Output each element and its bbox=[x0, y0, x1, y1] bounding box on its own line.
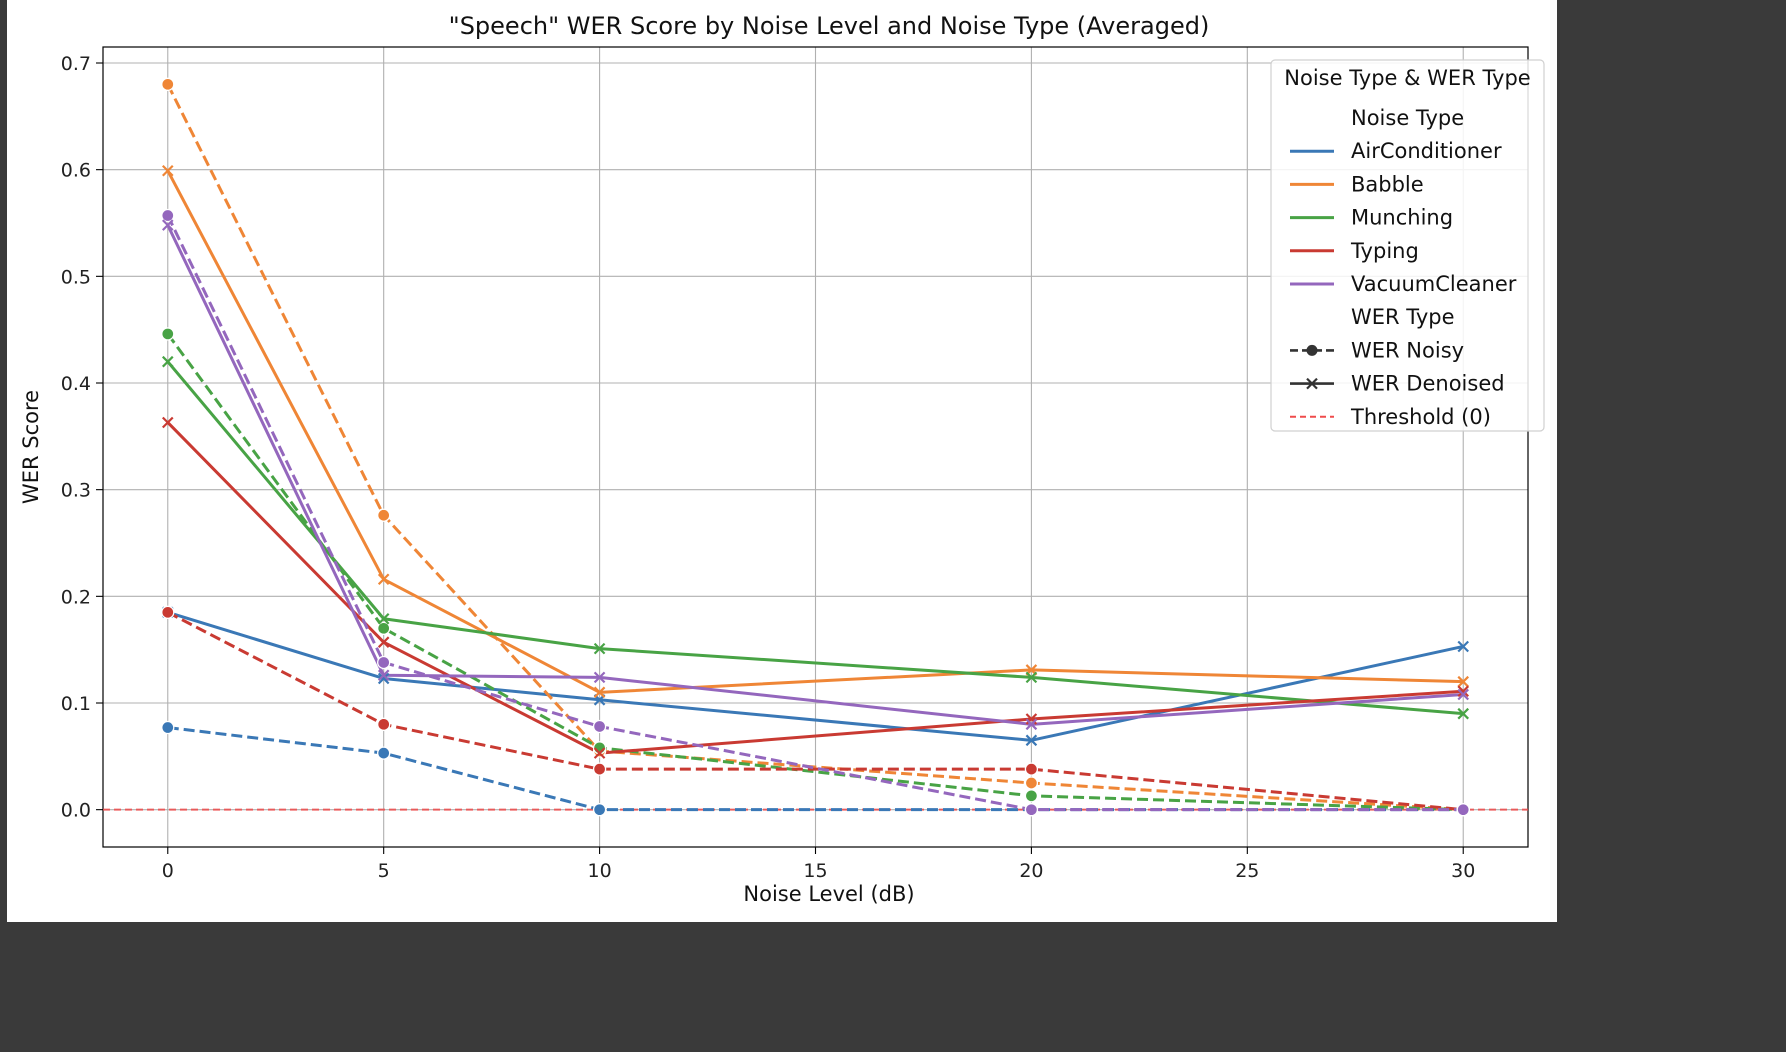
x-tick-label: 25 bbox=[1235, 860, 1259, 882]
data-point-munching-denoised bbox=[377, 612, 390, 625]
legend-label-wer-noisy: WER Noisy bbox=[1351, 338, 1464, 362]
data-point-munching-denoised bbox=[1457, 707, 1470, 720]
legend-title: Noise Type & WER Type bbox=[1284, 66, 1530, 90]
data-point-vacuumcleaner-noisy bbox=[161, 208, 175, 223]
data-point-munching-denoised bbox=[593, 642, 606, 655]
legend-box bbox=[1270, 59, 1545, 432]
data-point-vacuumcleaner-denoised bbox=[161, 219, 174, 231]
data-point-typing-noisy bbox=[377, 717, 391, 731]
data-point-typing-denoised bbox=[377, 636, 390, 648]
y-tick-label: 0.5 bbox=[61, 266, 91, 288]
y-tick-label: 0.1 bbox=[61, 693, 91, 715]
data-point-airconditioner-noisy bbox=[592, 803, 607, 817]
data-point-munching-noisy bbox=[377, 621, 391, 635]
data-point-babble-noisy bbox=[377, 508, 391, 522]
data-point-vacuumcleaner-denoised bbox=[1025, 718, 1038, 731]
axis-ticks: 0 5 10 15 20 25 30 0.0 0.1 0.2 0.3 0.4 0.5 0.6 0.7 bbox=[61, 53, 1476, 882]
x-axis-title: Noise Level (dB) bbox=[743, 882, 914, 906]
legend-header-wer-type: WER Type bbox=[1351, 305, 1455, 329]
data-point-airconditioner-noisy bbox=[377, 746, 391, 760]
legend-marker-wer-denoised bbox=[1306, 377, 1318, 390]
x-tick-label: 5 bbox=[378, 860, 390, 882]
data-point-munching-denoised bbox=[161, 355, 174, 368]
data-point-babble-noisy bbox=[1024, 776, 1039, 790]
data-point-babble-denoised bbox=[1457, 675, 1470, 688]
x-tick-label: 30 bbox=[1451, 860, 1475, 882]
y-tick-label: 0.7 bbox=[61, 53, 91, 75]
data-point-vacuumcleaner-denoised bbox=[593, 671, 606, 684]
x-tick-label: 20 bbox=[1019, 860, 1043, 882]
x-tick-label: 10 bbox=[587, 860, 611, 882]
y-tick-label: 0.0 bbox=[61, 800, 91, 822]
data-point-typing-noisy bbox=[1024, 762, 1039, 776]
data-point-typing-denoised bbox=[161, 416, 174, 429]
data-point-vacuumcleaner-denoised bbox=[1457, 688, 1470, 701]
y-tick-label: 0.2 bbox=[61, 586, 91, 608]
data-point-vacuumcleaner-noisy bbox=[592, 719, 607, 734]
data-point-typing-denoised bbox=[593, 747, 606, 759]
chart-title: "Speech" WER Score by Noise Level and No… bbox=[449, 12, 1210, 40]
data-point-vacuumcleaner-denoised bbox=[377, 669, 390, 682]
data-point-airconditioner-denoised bbox=[377, 672, 390, 685]
data-point-babble-noisy bbox=[161, 77, 175, 91]
legend-label-airconditioner: AirConditioner bbox=[1351, 139, 1502, 163]
data-point-babble-denoised bbox=[593, 686, 606, 699]
x-tick-label: 15 bbox=[803, 860, 827, 882]
y-tick-label: 0.4 bbox=[61, 373, 91, 395]
series-line-typing-noisy bbox=[167, 611, 1464, 812]
data-point-typing-denoised bbox=[1457, 685, 1470, 698]
data-point-vacuumcleaner-noisy bbox=[1456, 803, 1470, 817]
y-tick-label: 0.3 bbox=[61, 480, 91, 502]
data-point-typing-noisy bbox=[161, 605, 175, 619]
data-point-munching-noisy bbox=[161, 327, 175, 341]
x-tick-label: 0 bbox=[162, 860, 174, 882]
data-point-vacuumcleaner-noisy bbox=[377, 655, 391, 670]
chart: "Speech" WER Score by Noise Level and No… bbox=[7, 0, 1557, 922]
data-point-airconditioner-denoised bbox=[1025, 734, 1038, 747]
data-point-airconditioner-noisy bbox=[161, 720, 175, 735]
legend-label-wer-denoised: WER Denoised bbox=[1351, 372, 1505, 396]
data-point-vacuumcleaner-noisy bbox=[1024, 803, 1039, 817]
legend-label-typing: Typing bbox=[1350, 239, 1419, 263]
data-point-munching-noisy bbox=[1024, 789, 1039, 803]
legend: Noise Type & WER Type Noise Type AirCondit… bbox=[1270, 59, 1545, 432]
series-markers bbox=[161, 77, 1470, 817]
data-point-typing-noisy bbox=[592, 762, 607, 776]
data-point-airconditioner-denoised bbox=[1457, 640, 1470, 653]
data-point-munching-denoised bbox=[1025, 671, 1038, 684]
data-point-babble-denoised bbox=[377, 573, 390, 586]
legend-label-vacuumcleaner: VacuumCleaner bbox=[1351, 272, 1517, 296]
y-tick-label: 0.6 bbox=[61, 160, 91, 182]
legend-label-munching: Munching bbox=[1351, 206, 1453, 230]
legend-marker-wer-noisy bbox=[1306, 344, 1318, 356]
legend-label-babble: Babble bbox=[1351, 172, 1424, 196]
legend-header-noise-type: Noise Type bbox=[1351, 106, 1464, 130]
data-point-babble-denoised bbox=[161, 164, 174, 177]
legend-label-threshold: Threshold (0) bbox=[1350, 405, 1491, 429]
y-axis-title: WER Score bbox=[19, 390, 43, 504]
